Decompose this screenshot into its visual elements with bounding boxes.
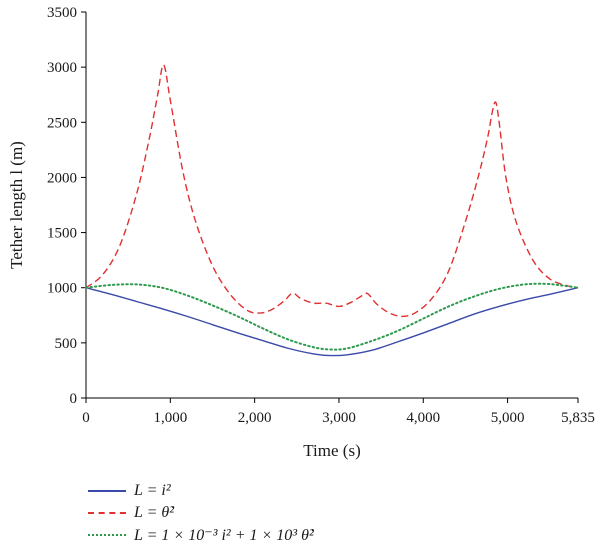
y-tick-label: 3500	[47, 5, 77, 21]
x-tick-label: 4,000	[406, 410, 440, 426]
y-tick-label: 2000	[47, 170, 77, 186]
legend-label-3: L = 1 × 10⁻³ i² + 1 × 10³ θ̇²	[134, 527, 314, 544]
series-quadratic-current	[85, 287, 579, 357]
series-quadratic-rate	[85, 64, 579, 318]
legend: L = i² L = θ̇² L = 1 × 10⁻³ i² + 1 × 10³…	[88, 480, 508, 546]
legend-label-2: L = θ̇²	[134, 504, 175, 521]
y-tick-label: 2500	[47, 115, 77, 131]
x-axis-title: Time (s)	[303, 441, 360, 460]
series-layer	[85, 64, 579, 357]
axes: 0 500 1000 1500 2000 2500 3000 3500 0 1,000 2,000 3…	[47, 5, 595, 426]
legend-swatch-dashed	[88, 512, 126, 514]
legend-swatch-dotted	[88, 534, 126, 536]
x-tick-label: 0	[82, 410, 90, 426]
y-tick-label: 3000	[47, 60, 77, 76]
y-tick-label: 500	[55, 336, 78, 352]
tether-length-chart: 0 500 1000 1500 2000 2500 3000 3500 0 1,000 2,000 3…	[7, 5, 595, 460]
legend-item-1: L = i²	[88, 480, 508, 502]
legend-swatch-solid	[88, 490, 126, 492]
y-axis-title: Tether length l (m)	[7, 141, 26, 269]
x-tick-label: 5,000	[491, 410, 525, 426]
series-weighted-combination	[85, 282, 579, 351]
y-tick-label: 0	[70, 391, 78, 407]
y-tick-label: 1500	[47, 226, 77, 242]
x-tick-label: 1,000	[153, 410, 187, 426]
legend-item-3: L = 1 × 10⁻³ i² + 1 × 10³ θ̇²	[88, 524, 508, 546]
x-tick-label: 5,835	[561, 410, 595, 426]
legend-item-2: L = θ̇²	[88, 502, 508, 524]
x-tick-label: 3,000	[322, 410, 356, 426]
legend-label-1: L = i²	[134, 482, 171, 499]
x-tick-label: 2,000	[238, 410, 272, 426]
y-tick-label: 1000	[47, 281, 77, 297]
